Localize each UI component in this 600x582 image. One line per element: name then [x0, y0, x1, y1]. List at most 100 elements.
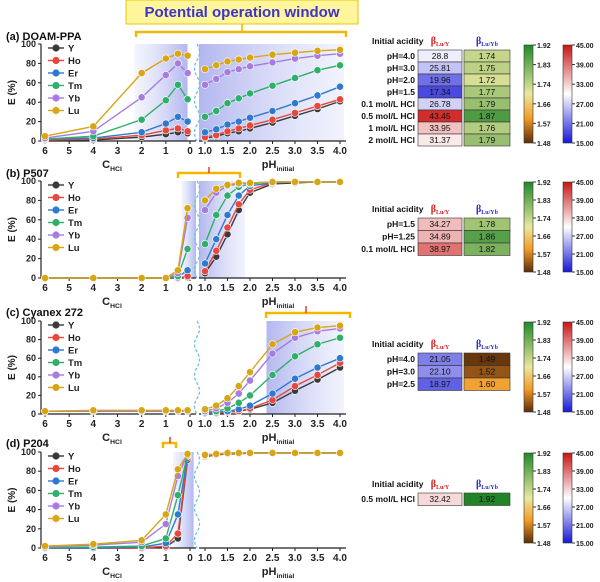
- data-point: [201, 80, 209, 89]
- y-axis-label: E (%): [7, 355, 18, 380]
- legend-marker: [52, 56, 60, 65]
- data-point: [234, 124, 243, 133]
- data-point: [223, 127, 232, 136]
- x-tick-label-right: 2.5: [266, 146, 280, 157]
- legend-marker: [52, 358, 60, 367]
- data-point: [161, 54, 170, 63]
- colorbar-right-tick-label: 39.00: [576, 469, 594, 476]
- data-point: [268, 371, 277, 379]
- y-tick-label: 40: [26, 234, 36, 244]
- window-bracket: [176, 167, 242, 178]
- data-point: [234, 449, 243, 457]
- colorbar-left-tick-label: 1.74: [537, 487, 551, 494]
- axis-break: [193, 320, 201, 415]
- y-tick-label: 100: [21, 447, 36, 457]
- colorbar-left-tick-label: 1.74: [537, 216, 551, 223]
- x-tick-label-right: 3.5: [311, 419, 325, 430]
- series-Lu: [41, 449, 344, 550]
- data-point: [291, 108, 299, 117]
- series-line-left: [45, 208, 189, 279]
- data-point: [246, 179, 254, 187]
- x-tick-label-right: 1.5: [221, 553, 235, 564]
- table-cell-beta1: [417, 492, 463, 506]
- legend-entry-Tm: Tm: [68, 218, 82, 229]
- colorbar-right-tick-label: 15.00: [576, 270, 594, 277]
- x-tick-label-right: 1.0: [198, 419, 212, 430]
- series-Er: [41, 82, 344, 143]
- colorbars-2: 1.92 1.83 1.74 1.66 1.57 1.48 45.00 39.00 33.00 2…: [523, 320, 594, 417]
- table-row-acidity: pH=4.0: [387, 354, 415, 364]
- legend-entry-Yb: Yb: [68, 231, 80, 242]
- colorbar-left-tick-label: 1.92: [537, 43, 551, 50]
- series-line-left: [44, 453, 189, 547]
- x-tick-label-left: 0: [187, 146, 193, 157]
- colorbar-right-tick-label: 15.00: [576, 410, 594, 417]
- data-point: [223, 449, 232, 457]
- x-tick-label-right: 3.5: [311, 283, 325, 294]
- table-row-acidity: 0.1 mol/L HCl: [361, 99, 415, 109]
- legend-entry-Tm: Tm: [68, 81, 82, 92]
- colorbars-0: 1.92 1.83 1.74 1.66 1.57 1.48 45.00 39.00 33.00 2…: [523, 43, 594, 148]
- x-tick-label-left: 0: [187, 419, 193, 430]
- x-tick-label-right: 2.5: [266, 419, 280, 430]
- data-point: [212, 107, 221, 115]
- data-point: [212, 61, 221, 70]
- colorbar-right-tick-label: 45.00: [576, 43, 594, 50]
- data-point: [183, 244, 192, 253]
- table-header-beta: βLu/Y: [431, 479, 450, 491]
- data-point: [223, 120, 232, 129]
- colorbar-right-tick-label: 27.00: [576, 234, 594, 241]
- panel-3: 0 20 40 60 80 100 E (%) 6 5 4 3 2 1 0 1.0 1.5 2.0 2.5 3.0 3…: [6, 437, 347, 580]
- x-tick-label-right: 3.0: [288, 419, 302, 430]
- table-cell-beta1-value: 28.8: [432, 51, 449, 61]
- y-tick-label: 0: [31, 409, 36, 419]
- y-axis-label: E (%): [7, 80, 18, 105]
- data-point: [183, 127, 192, 136]
- table-cell-beta1-value: 25.81: [429, 63, 451, 73]
- legend-marker: [52, 44, 60, 52]
- data-point: [336, 354, 344, 363]
- x-tick-label-right: 3.0: [288, 553, 302, 564]
- legend-entry-Ho: Ho: [68, 56, 81, 67]
- data-point: [183, 117, 192, 126]
- colorbar-right: [562, 321, 573, 413]
- table-cell-beta1-value: 19.96: [429, 75, 451, 85]
- data-point: [212, 184, 221, 193]
- data-point: [174, 124, 182, 133]
- table-header-beta: βLu/Yb: [476, 36, 499, 48]
- data-point: [201, 128, 209, 137]
- data-point: [246, 376, 254, 385]
- colorbar-left-tick-label: 1.57: [537, 392, 551, 399]
- x-tick-label-left: 6: [42, 419, 48, 430]
- legend-marker: [52, 514, 60, 523]
- legend-entry-Lu: Lu: [68, 383, 80, 394]
- legend-entry-Lu: Lu: [68, 243, 80, 254]
- colorbar-left-tick-label: 1.83: [537, 338, 551, 345]
- x-tick-label-left: 4: [91, 553, 97, 564]
- x-tick-label-left: 2: [139, 146, 145, 157]
- panel-label: (b) P507: [6, 168, 49, 180]
- data-point: [161, 510, 170, 519]
- panel-0: 0 20 40 60 80 100 E (%) 6 5 4 3 2 1 0 1.0 1.5 2.0 2.5 3.0 3…: [6, 24, 347, 173]
- data-point: [234, 191, 243, 200]
- x-tick-label-left: 4: [91, 283, 97, 294]
- legend-marker: [52, 206, 60, 214]
- table-cell-beta2-value: 1.74: [479, 51, 496, 61]
- data-point: [291, 449, 299, 457]
- y-tick-label: 20: [26, 254, 36, 264]
- x-axis-label-left: CHCl: [102, 566, 122, 580]
- table-cell-beta1-value: 33.95: [429, 123, 451, 133]
- table-cell-beta2-value: 1.87: [479, 111, 496, 121]
- series-line-left: [45, 455, 189, 549]
- x-axis-label-left: CHCl: [102, 432, 122, 446]
- data-point: [246, 53, 254, 62]
- legend-entry-Y: Y: [68, 321, 75, 332]
- x-tick-label-right: 3.5: [311, 553, 325, 564]
- x-tick-label-right: 4.0: [333, 419, 347, 430]
- table-cell-beta2: [463, 377, 511, 391]
- y-tick-label: 40: [26, 372, 36, 382]
- colorbar-right: [562, 44, 573, 144]
- colorbar-left-tick-label: 1.92: [537, 320, 551, 327]
- data-point: [268, 389, 277, 398]
- data-point: [212, 211, 221, 219]
